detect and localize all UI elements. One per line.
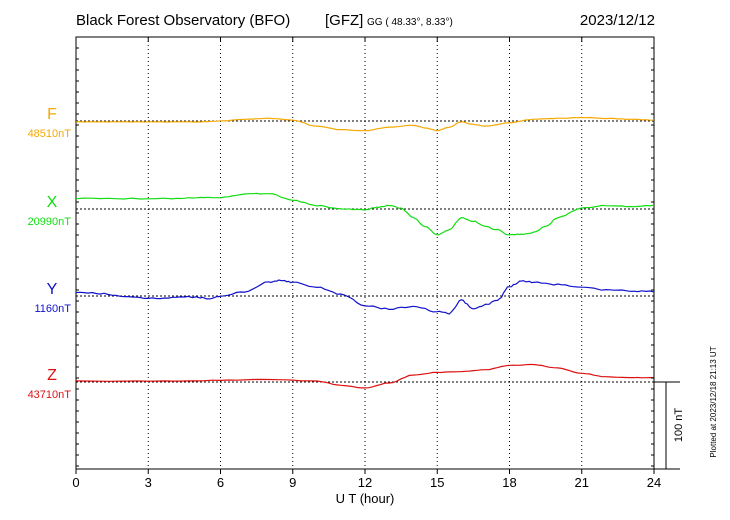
series-line-z [75,363,655,389]
x-tick-label-6: 6 [217,475,224,490]
series-baseline-label-z: 43710nT [28,389,72,401]
series-line-x [75,192,655,236]
x-axis-label: U T (hour) [336,491,395,506]
x-tick-label-21: 21 [575,475,589,490]
series-line-y [75,279,655,315]
scale-bar: 100 nT [654,381,685,470]
series-name-f: F [47,106,57,123]
plotted-at-note: Plotted at 2023/12/18 21:13 UT [709,346,718,457]
x-tick-label-3: 3 [145,475,152,490]
agency-label: [GFZ] [325,12,363,29]
x-tick-label-24: 24 [647,475,661,490]
series-name-y: Y [47,281,58,298]
series-baseline-label-f: 48510nT [28,128,72,140]
chart-date: 2023/12/12 [580,12,655,29]
scale-bar-label: 100 nT [673,408,685,443]
series-labels: F 48510nT X 20990nT Y 1160nT Z 43710nT [28,106,72,401]
chart-title: Black Forest Observatory (BFO) [76,12,290,29]
series-baseline-label-y: 1160nT [35,303,72,315]
observatory-coordinates: GG ( 48.33°, 8.33°) [367,17,453,28]
series-line-f [75,116,654,132]
x-tick-label-18: 18 [502,475,516,490]
series-lines [75,116,655,389]
x-tick-label-15: 15 [430,475,444,490]
baselines [76,120,654,383]
x-tick-label-0: 0 [72,475,79,490]
x-axis: 0 3 6 9 12 15 18 21 24 [72,36,661,490]
series-name-x: X [47,194,58,211]
x-tick-label-12: 12 [358,475,372,490]
series-name-z: Z [47,367,57,384]
x-tick-label-9: 9 [289,475,296,490]
series-baseline-label-x: 20990nT [28,216,72,228]
grid [147,37,583,469]
